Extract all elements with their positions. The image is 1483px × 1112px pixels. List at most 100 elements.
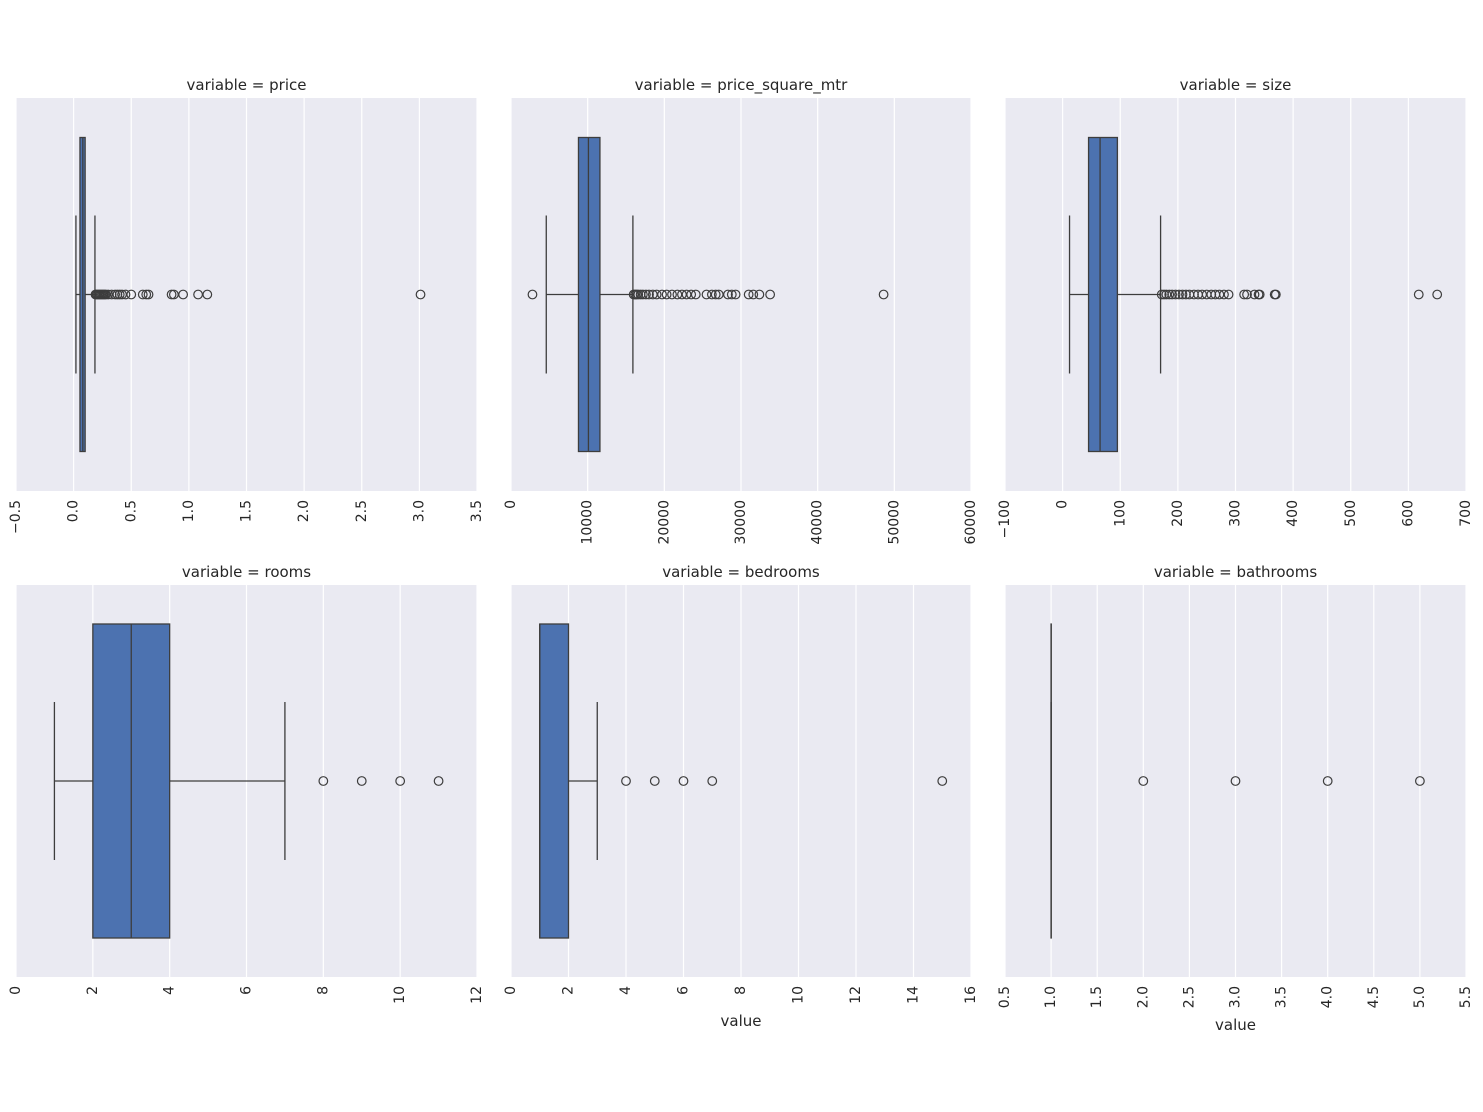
tick-label: 0 (8, 986, 24, 995)
tick-label: 40000 (810, 500, 826, 545)
outlier-point (647, 289, 658, 300)
outlier-point (657, 289, 667, 300)
outlier-point (706, 289, 717, 300)
outlier-point (707, 776, 718, 786)
outlier-point (765, 289, 776, 300)
outlier-point (672, 289, 683, 300)
tick-label: 2 (561, 986, 577, 995)
facet-panel: variable = price −0.5 0.0 0.5 1.0 1.5 2.0 2.5 3.… (8, 76, 485, 534)
tick-label: 12 (848, 986, 864, 1004)
outlier-point (723, 289, 733, 300)
outlier-point (1432, 289, 1443, 300)
x-axis-label: value (721, 1012, 762, 1030)
tick-label: 8 (315, 986, 331, 995)
tick-label: 2.5 (1181, 986, 1197, 1008)
outlier-point (433, 776, 444, 786)
tick-label: 3.0 (411, 500, 427, 522)
tick-label: −100 (997, 500, 1013, 538)
outlier-point (1164, 289, 1175, 300)
outlier-point (126, 289, 137, 300)
outlier-point (1161, 289, 1172, 300)
tick-label: 400 (1285, 500, 1301, 527)
outlier-point (103, 289, 114, 300)
tick-label: 4.0 (1320, 986, 1336, 1008)
outlier-point (651, 289, 662, 300)
tick-label: 50000 (886, 500, 902, 545)
outlier-point (649, 776, 660, 786)
outlier-point (1138, 776, 1149, 786)
facet-panel: variable = bathrooms 0.5 1.0 1.5 2.0 2.5 3.0 3.… (997, 563, 1474, 1034)
outlier-point (878, 289, 889, 300)
outlier-point (117, 289, 127, 300)
facet-panel: variable = size −100 0 100 200 300 400 500 600 70… (997, 76, 1474, 538)
tick-label: 16 (963, 986, 979, 1004)
outlier-point (202, 289, 213, 300)
iqr-box (539, 623, 570, 939)
outlier-point (937, 776, 948, 786)
tick-label: 300 (1228, 500, 1244, 527)
outlier-point (1167, 289, 1178, 300)
tick-label: 4.5 (1366, 986, 1382, 1008)
iqr-box (1087, 136, 1119, 453)
outlier-point (754, 289, 765, 300)
outlier-point (1239, 289, 1250, 300)
tick-label: 10000 (580, 500, 596, 545)
tick-label: 6 (676, 986, 692, 995)
outlier-point (137, 289, 148, 300)
outlier-point (748, 289, 759, 300)
outlier-point (661, 289, 672, 300)
facet-title: variable = price_square_mtr (635, 76, 849, 95)
facet-title: variable = size (1180, 76, 1292, 94)
outlier-point (743, 289, 754, 300)
outlier-point (318, 776, 329, 786)
tick-label: 1.0 (1043, 986, 1059, 1008)
outlier-point (678, 776, 689, 786)
tick-label: −0.5 (8, 500, 24, 534)
outlier-point (1219, 289, 1229, 300)
tick-label: 600 (1400, 500, 1416, 527)
outlier-point (677, 289, 687, 300)
tick-label: 4 (618, 986, 634, 995)
tick-label: 700 (1458, 500, 1474, 527)
tick-label: 14 (906, 986, 922, 1004)
tick-label: 60000 (963, 500, 979, 545)
outlier-point (1249, 289, 1260, 300)
tick-label: 0 (503, 986, 519, 995)
tick-label: 30000 (733, 500, 749, 545)
tick-label: 2 (85, 986, 101, 995)
outlier-point (356, 776, 367, 786)
outlier-point (1174, 289, 1184, 300)
outlier-point (637, 289, 648, 300)
tick-label: 500 (1343, 500, 1359, 527)
tick-label: 3.5 (469, 500, 485, 522)
facet-title: variable = bathrooms (1154, 563, 1318, 581)
tick-label: 10 (392, 986, 408, 1004)
iqr-box (577, 136, 601, 453)
outlier-point (1413, 289, 1424, 300)
tick-label: 10 (791, 986, 807, 1004)
outlier-point (701, 289, 712, 300)
outlier-point (415, 289, 426, 300)
outlier-point (641, 289, 651, 300)
outlier-point (193, 289, 203, 300)
tick-label: 1.5 (239, 500, 255, 522)
tick-label: 8 (733, 986, 749, 995)
outlier-point (143, 289, 154, 300)
tick-label: 0.5 (123, 500, 139, 522)
outlier-point (395, 776, 406, 786)
facet-panel: variable = rooms 0 2 4 6 8 10 12 (8, 563, 485, 1004)
facet-title: variable = bedrooms (662, 563, 820, 581)
tick-label: 2.0 (1135, 986, 1151, 1008)
tick-label: 4 (162, 986, 178, 995)
outlier-point (730, 289, 741, 300)
tick-label: 200 (1170, 500, 1186, 527)
outlier-point (1322, 776, 1333, 786)
outlier-point (1270, 289, 1281, 300)
tick-label: 12 (469, 986, 485, 1004)
tick-label: 1.5 (1089, 986, 1105, 1008)
outlier-point (1197, 289, 1207, 300)
outlier-point (1170, 289, 1181, 300)
tick-label: 0 (1055, 500, 1071, 509)
tick-label: 20000 (656, 500, 672, 545)
